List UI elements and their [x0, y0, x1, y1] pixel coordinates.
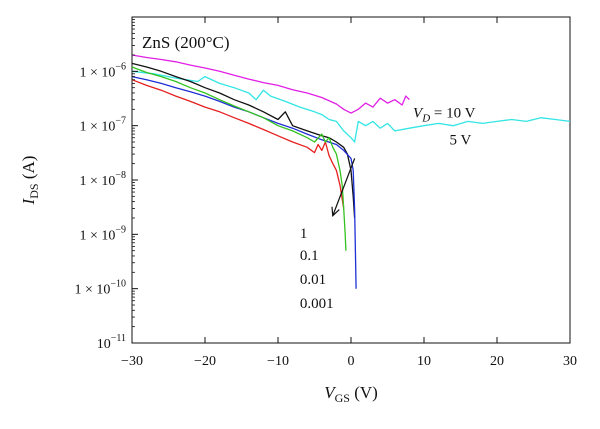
low-label-0.001: 0.001	[300, 296, 334, 312]
low-label-0.01: 0.01	[300, 272, 326, 288]
y-tick-label: 1 × 10−7	[79, 116, 126, 135]
y-axis-title-sub: DS	[27, 183, 41, 198]
x-axis-title: VGS (V)	[324, 383, 378, 405]
x-tick-label: −30	[121, 354, 143, 369]
x-tick-label: −20	[194, 354, 216, 369]
y-tick-label: 10−11	[97, 333, 126, 352]
series-line-4	[131, 79, 345, 209]
x-axis-title-unit: (V)	[350, 383, 378, 402]
vd-annotation-sub: D	[421, 113, 430, 125]
y-tick-label: 1 × 10−9	[79, 224, 126, 243]
y-axis-title-main: I	[19, 197, 38, 205]
y-tick-label: 1 × 10−10	[74, 279, 126, 298]
x-tick-label: 0	[348, 354, 355, 369]
x-tick-label: −10	[267, 354, 289, 369]
low-vd-labels: 1 0.1 0.01 0.001	[300, 226, 334, 312]
series-line-2	[131, 62, 356, 219]
x-axis-title-sub: GS	[335, 391, 350, 405]
ticks-layer: −30 −20 −10 0 10 20 30 1 × 10−6 1 × 10−7 1 × 10−8…	[74, 17, 577, 369]
arrow-line	[332, 158, 356, 216]
vd-annotation: VD = 10 V	[413, 106, 476, 125]
y-axis-title-unit: (A)	[19, 156, 38, 184]
series-layer	[131, 54, 571, 289]
five-v-annotation: 5 V	[450, 133, 472, 149]
x-tick-label: 30	[563, 354, 577, 369]
x-tick-label: 20	[490, 354, 504, 369]
vd-annotation-main: V	[413, 106, 424, 122]
series-line-0	[131, 54, 410, 114]
low-label-1: 1	[300, 226, 308, 242]
direction-arrow	[331, 158, 356, 218]
y-tick-label: 1 × 10−6	[79, 61, 126, 80]
series-line-3	[131, 75, 357, 289]
y-tick-label: 1 × 10−8	[79, 170, 126, 189]
chart-title: ZnS (200°C)	[142, 33, 230, 52]
vd-annotation-rest: = 10 V	[430, 106, 475, 122]
series-line-5	[131, 66, 347, 251]
x-axis-title-main: V	[324, 383, 337, 402]
series-line-1	[131, 70, 571, 143]
arrow-head	[331, 206, 340, 218]
low-label-0.1: 0.1	[300, 248, 319, 264]
y-axis-title: IDS (A)	[19, 156, 41, 206]
x-tick-label: 10	[417, 354, 431, 369]
